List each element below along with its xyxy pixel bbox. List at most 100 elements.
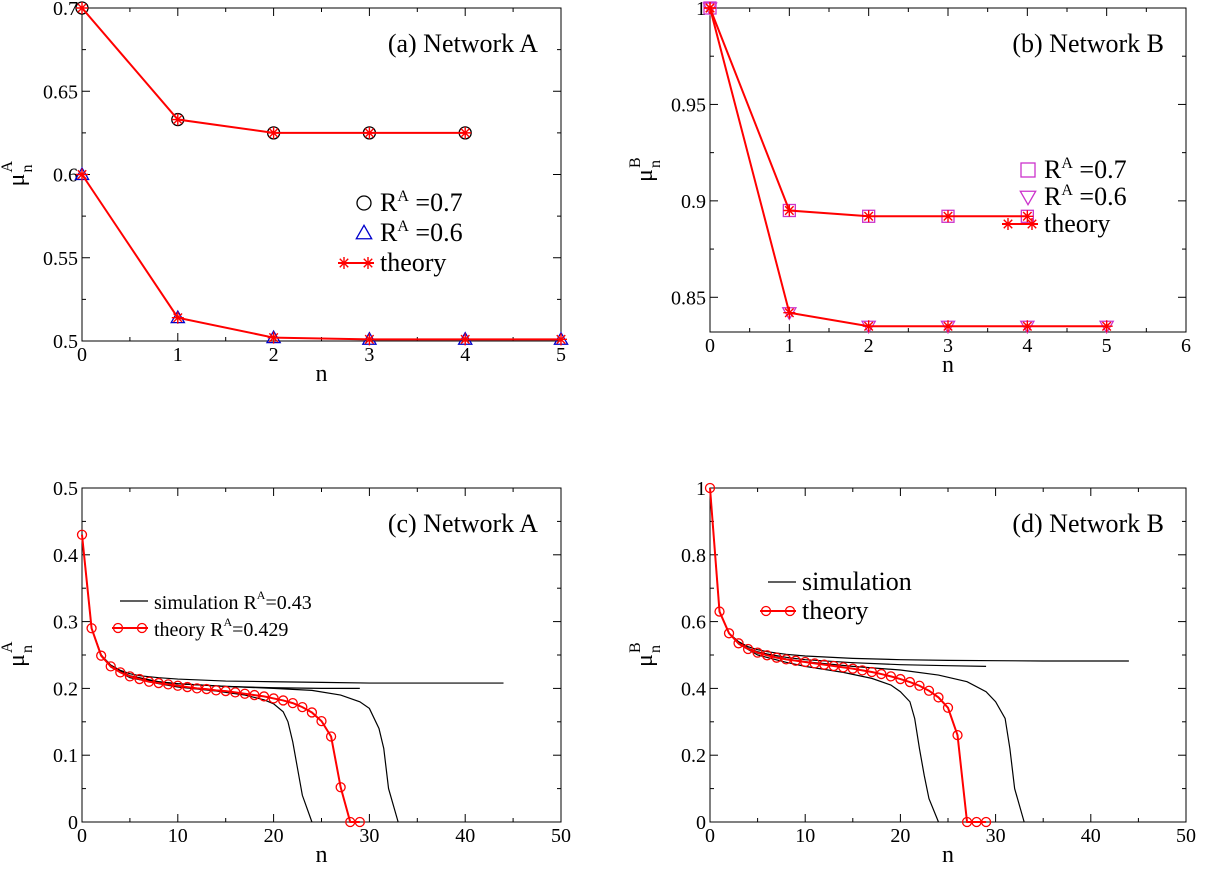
data-point: [904, 676, 916, 688]
data-point: [723, 628, 735, 639]
data-point: [1100, 320, 1113, 333]
legend-label-sup: A: [1061, 155, 1073, 172]
series-line: [709, 487, 987, 823]
data-point: [952, 730, 963, 741]
data-point: [459, 126, 472, 139]
data-point: [306, 707, 318, 718]
legend-label-main: R: [1044, 182, 1062, 211]
series-r-a-0-6: [74, 166, 569, 345]
legend-entry: theory: [338, 248, 446, 277]
legend-label-main: simulation: [802, 567, 912, 596]
legend-marker: [362, 257, 374, 269]
legend-label: theory RA=0.429: [154, 615, 288, 641]
data-point: [862, 320, 875, 333]
x-tick-label: 2: [864, 335, 874, 357]
y-tick-label: 0.4: [53, 545, 78, 567]
x-tick-label: 4: [460, 344, 470, 366]
legend-label: simulation: [802, 567, 912, 596]
data-point: [459, 333, 472, 346]
data-point: [354, 816, 365, 828]
y-tick-label: 0: [68, 812, 78, 834]
legend-label-sup: A: [397, 218, 409, 235]
data-point: [783, 306, 796, 319]
legend-label-rest: =0.429: [232, 619, 288, 641]
x-tick-label: 40: [1081, 825, 1101, 847]
data-point: [704, 482, 716, 494]
y-axis-label-sub: n: [19, 165, 36, 173]
data-point: [862, 210, 875, 223]
legend-label: theory: [380, 248, 446, 277]
data-point: [942, 210, 954, 223]
y-tick-label: 0.8: [681, 545, 706, 567]
data-point: [115, 667, 126, 678]
legend-label-main: theory: [802, 596, 868, 625]
legend-label: RA =0.6: [380, 218, 463, 247]
data-point: [771, 652, 782, 663]
legend-entry: RA =0.7: [1020, 155, 1127, 184]
x-tick-label: 0: [705, 825, 715, 847]
y-axis-label-sub: n: [647, 160, 664, 168]
data-point: [942, 702, 954, 713]
data-point: [153, 677, 164, 689]
data-point: [171, 113, 184, 126]
x-tick-label: 20: [890, 825, 910, 847]
plot-data: [74, 1, 569, 346]
data-point: [923, 685, 935, 696]
y-tick-label: 1: [696, 0, 706, 20]
legend-label: RA =0.7: [380, 188, 463, 217]
x-tick-label: 30: [359, 825, 379, 847]
data-point: [316, 715, 327, 727]
data-point: [363, 333, 376, 346]
y-tick-label: 0.65: [43, 81, 78, 103]
x-tick-label: 50: [551, 825, 571, 847]
x-axis-label: n: [942, 352, 954, 378]
data-point: [201, 683, 212, 695]
legend-label-rest: =0.7: [1073, 155, 1127, 184]
legend-marker: [760, 605, 772, 617]
y-tick-label: 0.5: [53, 478, 78, 500]
y-tick-label: 1: [696, 478, 706, 500]
data-point: [105, 661, 116, 672]
data-point: [838, 662, 849, 673]
y-tick-label: 0.7: [53, 0, 78, 20]
x-tick-label: 2: [269, 344, 279, 366]
x-tick-label: 1: [784, 335, 794, 357]
y-axis-label: μB n: [627, 157, 664, 182]
legend-label: RA =0.6: [1044, 182, 1127, 211]
data-point: [230, 687, 241, 698]
data-point: [172, 680, 183, 691]
data-point: [124, 671, 136, 682]
legend-entry: simulation: [768, 567, 912, 596]
y-axis-label-sup: A: [0, 641, 16, 653]
data-point: [134, 673, 145, 685]
data-point: [143, 676, 155, 687]
legend-entry: theory: [760, 596, 868, 625]
y-tick-label: 0.9: [681, 191, 706, 213]
legend-label-main: theory R: [154, 619, 224, 641]
legend-label-sup: A: [1061, 182, 1073, 199]
y-axis-label-main: μ: [632, 169, 658, 182]
legend-marker: [784, 605, 796, 617]
panel-annotation: (a) Network A: [388, 29, 538, 58]
legend-label-main: theory: [1044, 209, 1110, 238]
x-tick-label: 0: [77, 344, 87, 366]
x-tick-label: 10: [795, 825, 815, 847]
legend-entry: simulation RA=0.43: [120, 588, 312, 614]
x-tick-label: 40: [455, 825, 475, 847]
y-axis-label-sub: n: [19, 645, 36, 653]
data-point: [555, 333, 567, 346]
data-point: [781, 654, 792, 665]
data-point: [942, 320, 954, 333]
legend-label: simulation RA=0.43: [154, 588, 312, 614]
data-point: [86, 623, 97, 634]
y-axis-label-sup: B: [627, 157, 644, 168]
legend-entry: RA =0.6: [355, 218, 463, 247]
series-line: [81, 534, 399, 823]
data-point: [249, 689, 260, 701]
y-tick-label: 0.85: [671, 287, 706, 309]
legend-marker: [1019, 190, 1037, 207]
data-point: [76, 168, 88, 181]
data-point: [790, 655, 801, 666]
